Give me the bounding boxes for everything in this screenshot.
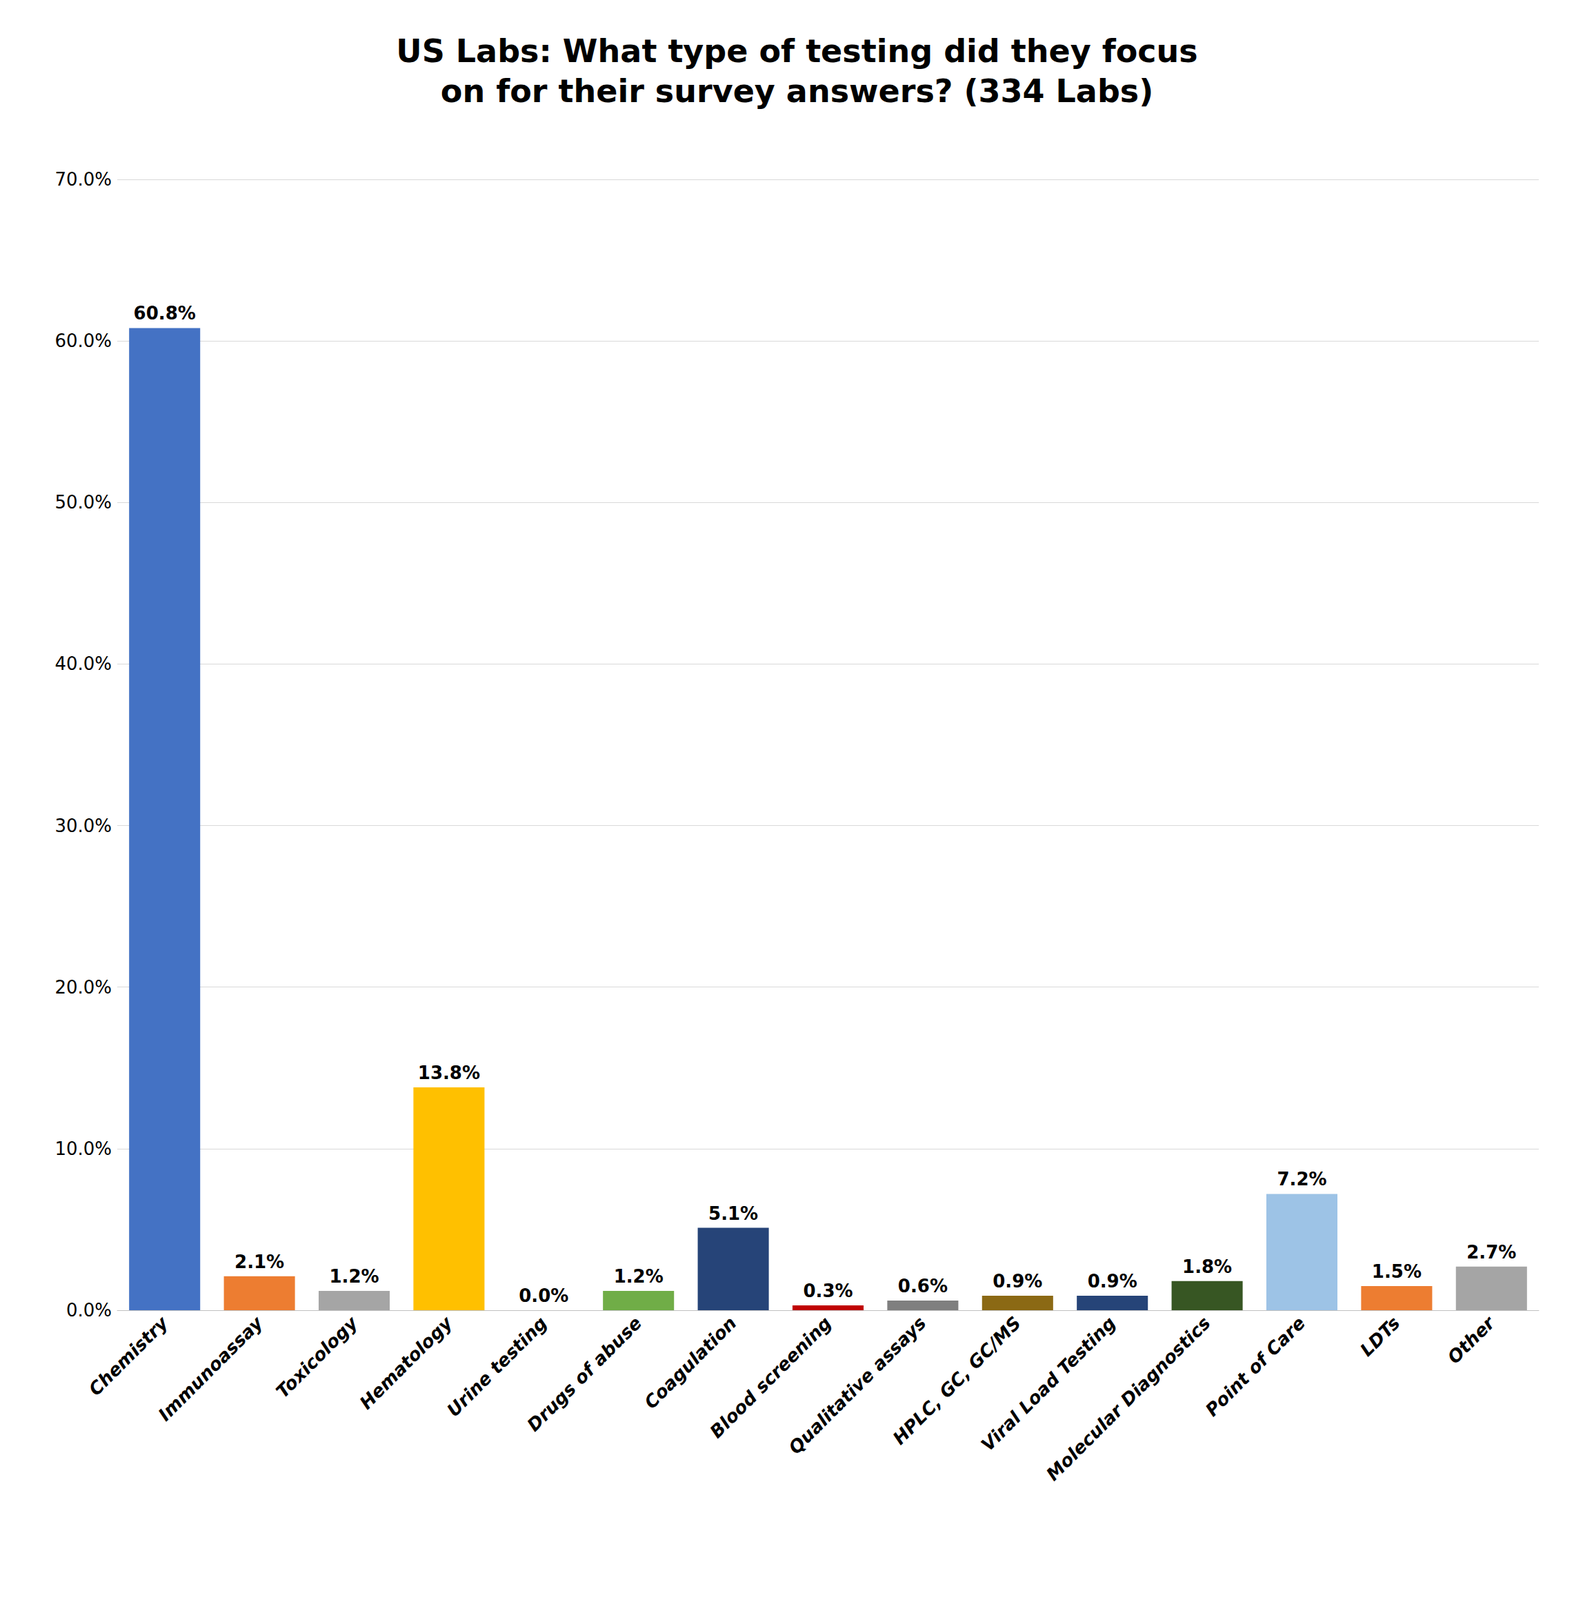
svg-text:1.2%: 1.2% [329, 1265, 379, 1287]
svg-text:60.0%: 60.0% [54, 330, 112, 352]
svg-text:Drugs of abuse: Drugs of abuse [522, 1311, 646, 1435]
svg-text:0.9%: 0.9% [992, 1270, 1043, 1292]
svg-text:0.0%: 0.0% [66, 1299, 112, 1321]
svg-text:1.8%: 1.8% [1182, 1256, 1232, 1277]
svg-text:2.1%: 2.1% [234, 1251, 285, 1272]
svg-text:Toxicology: Toxicology [271, 1311, 362, 1402]
svg-text:0.0%: 0.0% [518, 1284, 569, 1306]
svg-text:30.0%: 30.0% [54, 815, 112, 836]
svg-text:Hematology: Hematology [355, 1311, 457, 1414]
svg-text:20.0%: 20.0% [54, 976, 112, 998]
svg-text:0.6%: 0.6% [898, 1275, 948, 1297]
svg-text:Molecular Diagnostics: Molecular Diagnostics [1042, 1311, 1215, 1485]
svg-text:5.1%: 5.1% [708, 1202, 759, 1224]
svg-text:Other: Other [1443, 1311, 1501, 1368]
svg-text:40.0%: 40.0% [54, 653, 112, 674]
svg-text:0.9%: 0.9% [1087, 1270, 1138, 1292]
svg-text:7.2%: 7.2% [1276, 1168, 1327, 1190]
svg-text:Chemistry: Chemistry [84, 1311, 173, 1400]
svg-text:1.2%: 1.2% [613, 1265, 664, 1287]
svg-text:70.0%: 70.0% [54, 168, 112, 190]
svg-text:13.8%: 13.8% [417, 1062, 481, 1083]
svg-text:Qualitative assays: Qualitative assays [784, 1312, 931, 1458]
svg-text:US Labs: What type of testing: US Labs: What type of testing did they f… [395, 32, 1198, 70]
svg-text:on for their survey answers? (: on for their survey answers? (334 Labs) [440, 72, 1154, 110]
svg-text:2.7%: 2.7% [1466, 1241, 1517, 1263]
svg-text:0.3%: 0.3% [802, 1280, 853, 1301]
svg-text:Urine testing: Urine testing [442, 1311, 552, 1421]
svg-text:60.8%: 60.8% [133, 302, 196, 324]
svg-text:10.0%: 10.0% [54, 1138, 112, 1159]
svg-text:Viral Load Testing: Viral Load Testing [977, 1312, 1120, 1455]
svg-text:Immunoassay: Immunoassay [153, 1311, 267, 1426]
svg-text:Blood screening: Blood screening [705, 1312, 836, 1442]
svg-text:LDTs: LDTs [1356, 1311, 1404, 1360]
svg-text:Coagulation: Coagulation [640, 1311, 741, 1412]
svg-text:Point of Care: Point of Care [1201, 1311, 1310, 1420]
svg-text:HPLC, GC, GC/MS: HPLC, GC, GC/MS [888, 1312, 1025, 1449]
svg-text:1.5%: 1.5% [1371, 1260, 1422, 1282]
svg-text:50.0%: 50.0% [54, 491, 112, 513]
